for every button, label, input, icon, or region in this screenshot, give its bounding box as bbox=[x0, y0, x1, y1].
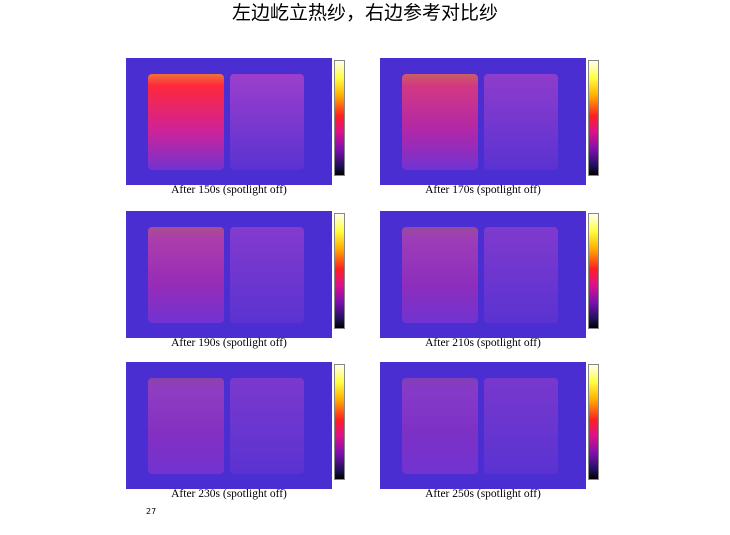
thermal-image bbox=[380, 362, 586, 489]
thermal-image bbox=[380, 211, 586, 338]
reference-fabric bbox=[230, 378, 304, 474]
heated-fabric bbox=[148, 74, 224, 170]
heated-fabric bbox=[402, 74, 478, 170]
panel-caption: After 150s (spotlight off) bbox=[171, 184, 287, 196]
heated-fabric bbox=[402, 227, 478, 323]
panel-caption: After 230s (spotlight off) bbox=[171, 488, 287, 500]
thermal-image bbox=[126, 362, 332, 489]
heated-fabric bbox=[148, 378, 224, 474]
reference-fabric bbox=[484, 74, 558, 170]
thermal-image bbox=[126, 58, 332, 185]
color-scale bbox=[334, 213, 345, 329]
heated-fabric bbox=[148, 227, 224, 323]
color-scale bbox=[334, 60, 345, 176]
thermal-image bbox=[380, 58, 586, 185]
color-scale bbox=[588, 60, 599, 176]
slide-title: 左边屹立热纱，右边参考对比纱 bbox=[231, 2, 498, 24]
reference-fabric bbox=[230, 74, 304, 170]
panel-caption: After 210s (spotlight off) bbox=[425, 337, 541, 349]
reference-fabric bbox=[484, 227, 558, 323]
reference-fabric bbox=[484, 378, 558, 474]
color-scale bbox=[588, 213, 599, 329]
reference-fabric bbox=[230, 227, 304, 323]
panel-caption: After 170s (spotlight off) bbox=[425, 184, 541, 196]
color-scale bbox=[334, 364, 345, 480]
thermal-image bbox=[126, 211, 332, 338]
color-scale bbox=[588, 364, 599, 480]
heated-fabric bbox=[402, 378, 478, 474]
panel-caption: After 190s (spotlight off) bbox=[171, 337, 287, 349]
panel-caption: After 250s (spotlight off) bbox=[425, 488, 541, 500]
page-number: 27 bbox=[146, 507, 157, 516]
